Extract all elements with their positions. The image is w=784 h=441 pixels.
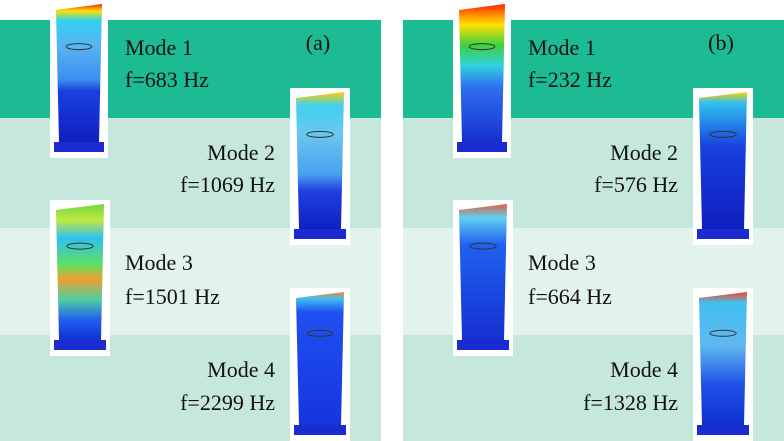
blade-root [54,340,106,350]
blade [296,292,344,425]
mode-name: Mode 1 [125,35,193,60]
mode-name: Mode 4 [610,357,678,382]
panel: (a) Mode 1 f=683 Hz Mode 2 f=1069 Hz Mode 3 f=… [0,0,381,441]
blade [296,92,344,229]
blade-root [457,142,507,152]
mode-frequency: f=664 Hz [528,284,612,309]
mode-frequency: f=2299 Hz [180,390,275,415]
panel: (b) Mode 1 f=232 Hz Mode 2 f=576 Hz Mode 3 f=6… [403,0,784,441]
mode-frequency: f=576 Hz [594,172,678,197]
mode-name: Mode 1 [528,35,596,60]
mode-frequency: f=232 Hz [528,67,612,92]
mode-name: Mode 3 [528,250,596,275]
blade [459,204,507,340]
blade-root [54,142,104,152]
blade-root [697,425,749,435]
panel-label: (a) [306,30,330,55]
mode-frequency: f=683 Hz [125,67,209,92]
mode-frequency: f=1069 Hz [180,172,275,197]
blade-root [294,229,346,239]
blade [459,4,505,142]
blade-root [457,340,509,350]
figure: (a) Mode 1 f=683 Hz Mode 2 f=1069 Hz Mode 3 f=… [0,0,784,441]
blade-root [697,229,749,239]
mode-name: Mode 2 [610,140,678,165]
blade [56,204,104,340]
mode-name: Mode 4 [207,357,275,382]
mode-frequency: f=1328 Hz [583,390,678,415]
blade [56,4,102,142]
panel-label: (b) [708,30,734,55]
mode-name: Mode 3 [125,250,193,275]
blade-root [294,425,346,435]
blade [699,92,747,229]
mode-name: Mode 2 [207,140,275,165]
blade [699,292,747,425]
mode-frequency: f=1501 Hz [125,284,220,309]
